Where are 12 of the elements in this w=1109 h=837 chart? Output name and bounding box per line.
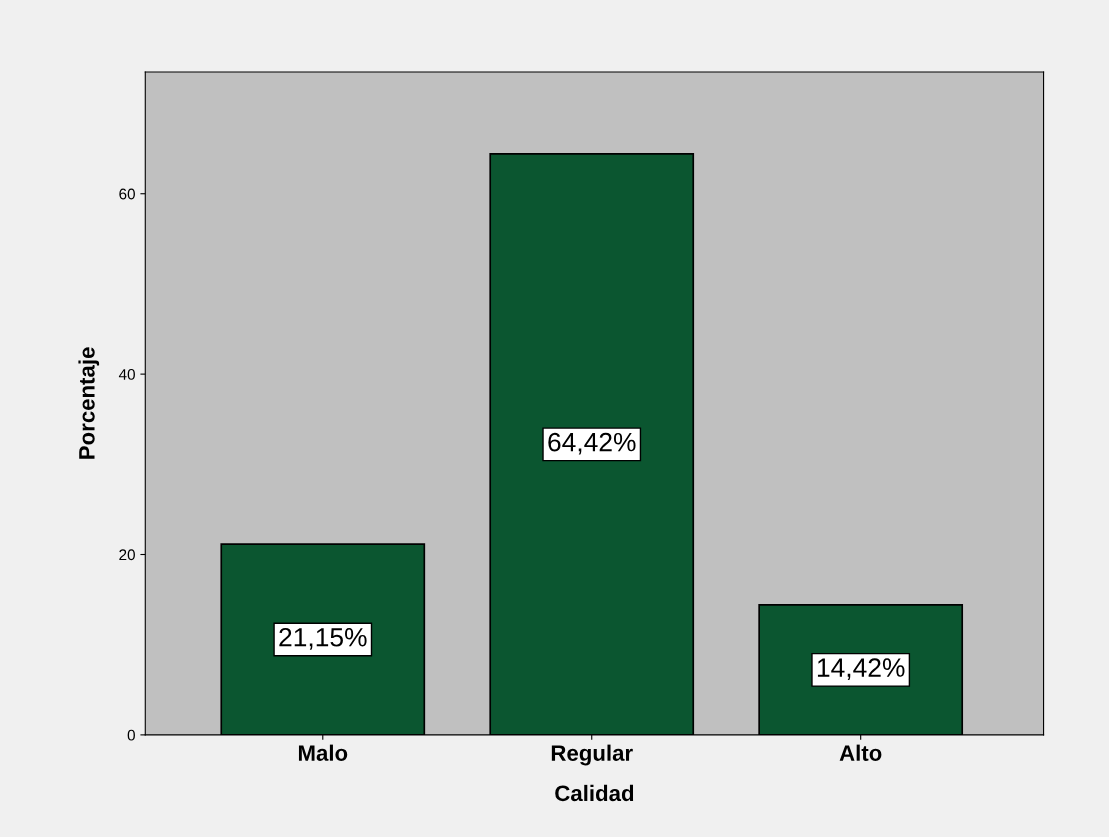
data-label: 21,15% (279, 627, 367, 650)
x-tick-label: Alto (839, 744, 882, 761)
y-tick-label: 0 (127, 729, 135, 741)
x-axis-title: Calidad (555, 784, 634, 802)
y-axis-title: Porcentaje (78, 347, 100, 459)
data-label: 64,42% (548, 432, 636, 455)
data-label: 14,42% (817, 658, 905, 681)
y-tick-label: 60 (119, 188, 135, 200)
y-tick-label: 20 (119, 549, 135, 561)
y-tick-label: 40 (118, 368, 135, 380)
x-tick-label: Malo (298, 744, 348, 761)
x-tick-label: Regular (551, 744, 633, 766)
